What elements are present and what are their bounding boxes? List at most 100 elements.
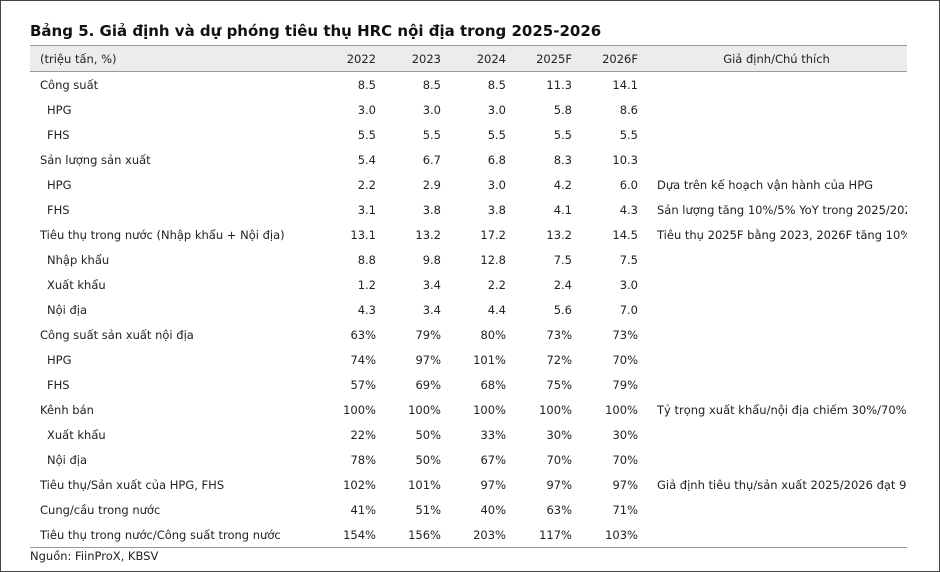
table-cell: 41%: [350, 502, 376, 517]
table-cell: 156%: [384, 522, 449, 548]
table-cell: 22%: [350, 427, 376, 442]
table-cell: 63%: [546, 502, 572, 517]
table-cell: Dựa trên kế hoạch vận hành của HPG: [657, 177, 874, 192]
table-cell: 3.1: [357, 202, 376, 217]
table-cell: 100%: [605, 402, 638, 417]
table-cell: 68%: [480, 377, 506, 392]
table-row: HPG 74% 97% 101% 72% 70%: [30, 347, 907, 372]
table-cell: 100%: [473, 402, 506, 417]
table-cell: 11.3: [546, 77, 572, 92]
table-cell: Nhập khẩu: [47, 252, 110, 267]
header-cell: (triệu tấn, %): [30, 45, 319, 72]
table-cell: 4.1: [553, 202, 572, 217]
table-cell: Kênh bán: [40, 402, 94, 417]
table-cell: 8.5: [357, 77, 376, 92]
table-cell: 5.5: [487, 127, 506, 142]
table-cell: [646, 497, 907, 522]
table-cell: 70%: [546, 452, 572, 467]
table-cell: 3.4: [422, 277, 441, 292]
table-cell: 14.1: [612, 77, 638, 92]
table-cell: 117%: [514, 522, 580, 548]
table-cell: 12.8: [480, 252, 506, 267]
table-cell: 13.2: [546, 227, 572, 242]
table-cell: Nội địa: [47, 302, 88, 317]
table-cell: [646, 322, 907, 347]
table-cell: 78%: [350, 452, 376, 467]
table-cell: FHS: [47, 377, 70, 392]
table-row: Sản lượng sản xuất 5.4 6.7 6.8 8.3 10.3: [30, 147, 907, 172]
table-cell: 203%: [449, 522, 514, 548]
table-cell: 73%: [612, 327, 638, 342]
table-cell: [646, 372, 907, 397]
table-cell: FHS: [47, 127, 70, 142]
table-cell: FHS: [47, 202, 70, 217]
table-cell: [646, 247, 907, 272]
table-cell: HPG: [47, 177, 72, 192]
table-cell: 9.8: [422, 252, 441, 267]
table-title: Bảng 5. Giả định và dự phóng tiêu thụ HR…: [30, 22, 602, 40]
table-cell: 3.4: [422, 302, 441, 317]
header-cell: 2026F: [580, 45, 646, 72]
table-cell: 4.2: [553, 177, 572, 192]
table-cell: 97%: [612, 477, 638, 492]
table-cell: 33%: [480, 427, 506, 442]
table-cell: 5.6: [553, 302, 572, 317]
header-cell: 2025F: [514, 45, 580, 72]
table-cell: 100%: [408, 402, 441, 417]
table-cell: Sản lượng tăng 10%/5% YoY trong 2025/202…: [657, 202, 907, 217]
header-cell: 2024: [449, 45, 514, 72]
table-cell: Tiêu thụ trong nước/Công suất trong nước: [30, 522, 319, 548]
table-cell: Giả định tiêu thụ/sản xuất 2025/2026 đạt…: [657, 477, 907, 492]
table-cell: 102%: [343, 477, 376, 492]
table-row: FHS 57% 69% 68% 75% 79%: [30, 372, 907, 397]
table-cell: 79%: [612, 377, 638, 392]
table-cell: 6.8: [487, 152, 506, 167]
table-cell: [646, 272, 907, 297]
table-row: Tiêu thụ trong nước (Nhập khẩu + Nội địa…: [30, 222, 907, 247]
table-cell: 50%: [415, 452, 441, 467]
table-cell: 5.5: [422, 127, 441, 142]
table-cell: 3.8: [422, 202, 441, 217]
table-cell: 5.5: [357, 127, 376, 142]
table-cell: Công suất sản xuất nội địa: [40, 327, 194, 342]
table-cell: 100%: [539, 402, 572, 417]
table-cell: 10.3: [612, 152, 638, 167]
table-cell: [646, 422, 907, 447]
table-cell: 5.4: [357, 152, 376, 167]
table-cell: [646, 347, 907, 372]
table-cell: 5.5: [553, 127, 572, 142]
table-cell: Công suất: [40, 77, 99, 92]
table-cell: 73%: [546, 327, 572, 342]
table-cell: HPG: [47, 352, 72, 367]
table-row: Tiêu thụ trong nước/Công suất trong nước…: [30, 522, 907, 548]
table-cell: 5.8: [553, 102, 572, 117]
table-cell: 2.4: [553, 277, 572, 292]
table-cell: 30%: [612, 427, 638, 442]
table-row: Nội địa 4.3 3.4 4.4 5.6 7.0: [30, 297, 907, 322]
table-row: HPG 2.2 2.9 3.0 4.2 6.0 Dựa trên kế hoạch vận …: [30, 172, 907, 197]
table-cell: 2.9: [422, 177, 441, 192]
source-note: Nguồn: FiinProX, KBSV: [30, 549, 159, 563]
table-row: Công suất sản xuất nội địa 63% 79% 80% 73% 73…: [30, 322, 907, 347]
table-cell: 1.2: [357, 277, 376, 292]
table-cell: 3.0: [357, 102, 376, 117]
table-cell: 6.0: [619, 177, 638, 192]
table-cell: 51%: [415, 502, 441, 517]
table-cell: 3.0: [619, 277, 638, 292]
header-cell: 2022: [319, 45, 384, 72]
table-cell: 8.6: [619, 102, 638, 117]
table-cell: 8.3: [553, 152, 572, 167]
data-table: (triệu tấn, %) 2022 2023 2024 2025F 2026F Giả …: [30, 45, 907, 548]
table-cell: 4.4: [487, 302, 506, 317]
table-cell: 3.0: [487, 102, 506, 117]
table-cell: 3.0: [422, 102, 441, 117]
table-cell: Sản lượng sản xuất: [40, 152, 151, 167]
table-cell: 5.5: [619, 127, 638, 142]
table-cell: 8.8: [357, 252, 376, 267]
table-row: Nhập khẩu 8.8 9.8 12.8 7.5 7.5: [30, 247, 907, 272]
table-cell: 7.0: [619, 302, 638, 317]
table-cell: 57%: [350, 377, 376, 392]
table-cell: 40%: [480, 502, 506, 517]
table-cell: Tiêu thụ trong nước (Nhập khẩu + Nội địa…: [40, 227, 285, 242]
